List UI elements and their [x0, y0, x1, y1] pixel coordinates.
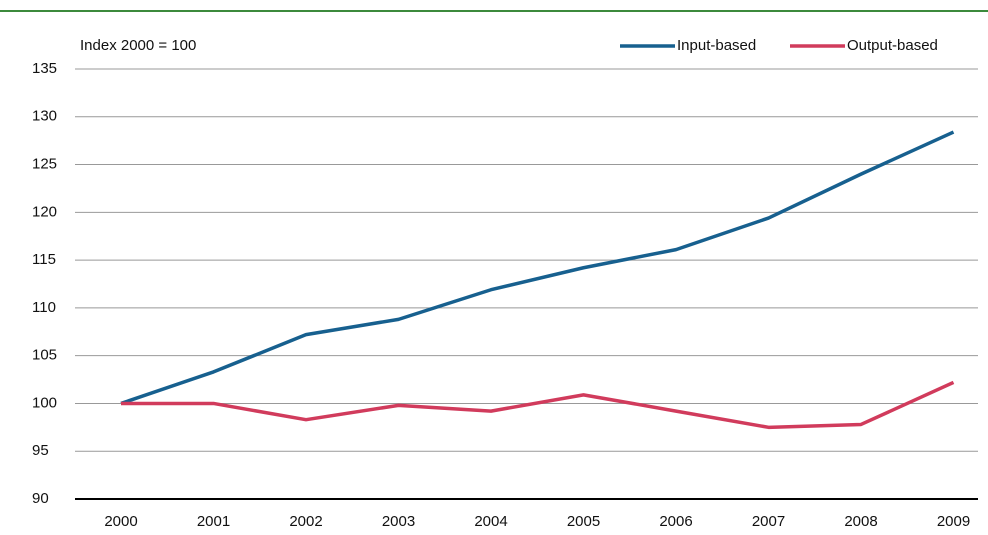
y-tick-label: 135	[32, 60, 57, 77]
y-tick-label: 95	[32, 442, 49, 459]
x-tick-label: 2009	[937, 513, 970, 530]
x-tick-label: 2004	[474, 513, 507, 530]
x-tick-label: 2002	[289, 513, 322, 530]
series-line	[121, 380, 955, 430]
annotation: Index 2000 = 100	[80, 37, 196, 54]
legend-label: Input-based	[677, 37, 756, 54]
series-line	[120, 130, 955, 406]
y-tick-label: 130	[32, 108, 57, 125]
y-tick-label: 125	[32, 156, 57, 173]
x-tick-label: 2005	[567, 513, 600, 530]
y-tick-label: 110	[32, 299, 56, 316]
x-tick-label: 2007	[752, 513, 785, 530]
y-tick-label: 120	[32, 203, 57, 220]
x-tick-label: 2006	[659, 513, 692, 530]
legend-label: Output-based	[847, 37, 938, 54]
x-tick-label: 2001	[197, 513, 230, 530]
x-tick-label: 2008	[844, 513, 877, 530]
x-tick-label: 2000	[104, 513, 137, 530]
y-tick-label: 115	[32, 251, 56, 268]
x-tick-label: 2003	[382, 513, 415, 530]
y-tick-label: 105	[32, 347, 57, 364]
y-tick-label: 100	[32, 394, 57, 411]
y-tick-label: 90	[32, 490, 49, 507]
